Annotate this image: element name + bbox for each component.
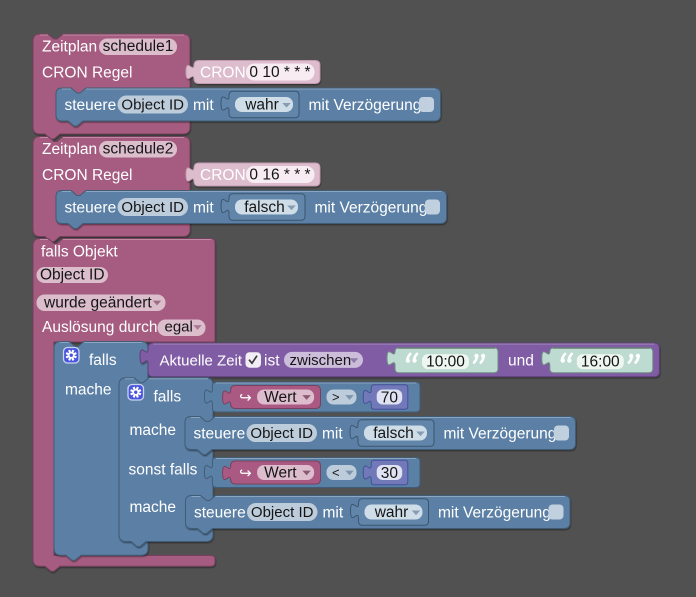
svg-text:CRON Regel: CRON Regel xyxy=(42,167,132,184)
svg-text:CRON: CRON xyxy=(200,167,246,184)
svg-text:0 10 * * *: 0 10 * * * xyxy=(249,64,310,81)
svg-text:egal: egal xyxy=(165,319,193,336)
svg-text:schedule2: schedule2 xyxy=(103,141,174,158)
svg-text:Zeitplan: Zeitplan xyxy=(42,141,97,158)
svg-text:steuere: steuere xyxy=(65,97,117,114)
svg-text:falls: falls xyxy=(89,352,117,369)
svg-text:Wert: Wert xyxy=(264,389,297,406)
svg-text:CRON Regel: CRON Regel xyxy=(42,65,132,82)
svg-text:mit: mit xyxy=(193,200,214,217)
svg-text:mit Verzögerung: mit Verzögerung xyxy=(315,200,428,217)
svg-text:30: 30 xyxy=(381,465,399,482)
svg-text:16:00: 16:00 xyxy=(581,354,620,371)
svg-text:wurde geändert: wurde geändert xyxy=(43,295,152,312)
svg-text:wahr: wahr xyxy=(244,97,279,114)
svg-text:falsch: falsch xyxy=(244,199,285,216)
svg-text:steuere: steuere xyxy=(65,200,117,217)
svg-text:0 16 * * *: 0 16 * * * xyxy=(249,167,310,184)
svg-text:wahr: wahr xyxy=(374,504,409,521)
svg-text:Object ID: Object ID xyxy=(250,425,313,442)
svg-text:Object ID: Object ID xyxy=(251,504,314,521)
svg-text:falls Objekt: falls Objekt xyxy=(41,244,118,261)
svg-text:Object ID: Object ID xyxy=(121,199,184,216)
svg-text:mache: mache xyxy=(65,382,112,399)
svg-text:mache: mache xyxy=(130,499,177,516)
svg-text:mit: mit xyxy=(322,426,343,443)
svg-text:Aktuelle Zeit: Aktuelle Zeit xyxy=(160,352,243,369)
svg-text:schedule1: schedule1 xyxy=(103,38,174,55)
svg-text:Object ID: Object ID xyxy=(121,97,184,114)
svg-text:mit: mit xyxy=(323,505,344,522)
svg-text:Wert: Wert xyxy=(264,465,297,482)
svg-text:zwischen: zwischen xyxy=(290,352,352,369)
svg-text:Object ID: Object ID xyxy=(40,267,105,284)
svg-text:mache: mache xyxy=(130,422,177,439)
svg-text:ist: ist xyxy=(264,352,280,369)
svg-text:und: und xyxy=(508,352,534,369)
svg-text:Auslösung durch: Auslösung durch xyxy=(42,319,157,336)
svg-text:mit Verzögerung: mit Verzögerung xyxy=(444,426,557,443)
svg-text:CRON: CRON xyxy=(200,65,246,82)
svg-text:10:00: 10:00 xyxy=(426,354,465,371)
svg-text:steuere: steuere xyxy=(194,426,246,443)
svg-text:falls: falls xyxy=(154,389,182,406)
svg-text:<: < xyxy=(332,465,340,480)
svg-text:↪: ↪ xyxy=(239,390,252,407)
svg-text:>: > xyxy=(332,390,340,405)
svg-text:falsch: falsch xyxy=(373,425,414,442)
svg-text:70: 70 xyxy=(381,390,399,407)
svg-text:mit Verzögerung: mit Verzögerung xyxy=(309,97,422,114)
svg-text:sonst falls: sonst falls xyxy=(129,462,198,479)
svg-text:↪: ↪ xyxy=(239,465,252,482)
svg-text:steuere: steuere xyxy=(194,505,246,522)
svg-text:mit: mit xyxy=(193,97,214,114)
svg-text:Zeitplan: Zeitplan xyxy=(42,39,97,56)
svg-text:mit Verzögerung: mit Verzögerung xyxy=(438,505,551,522)
